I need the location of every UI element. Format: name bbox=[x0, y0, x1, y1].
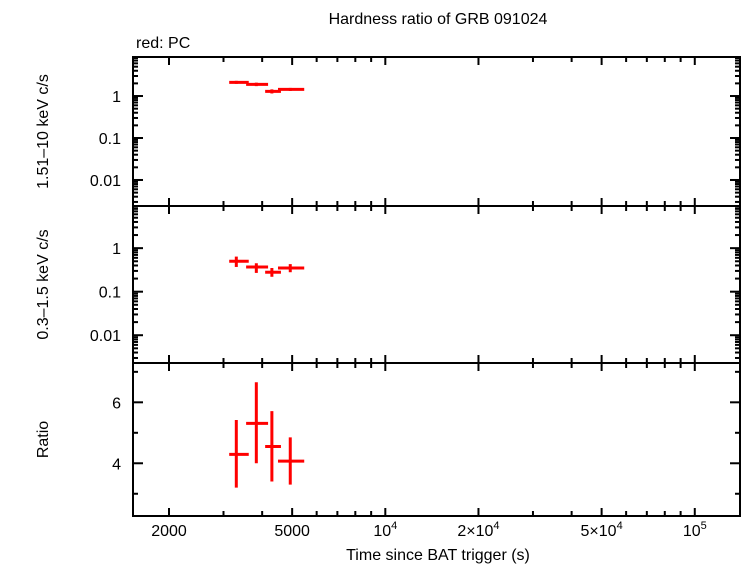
x-tick-label-exponent: 4 bbox=[493, 520, 499, 532]
x-tick-label: 2×104 bbox=[457, 520, 499, 540]
x-tick-label-text: 5000 bbox=[274, 523, 310, 540]
y-tick-label: 0.1 bbox=[99, 131, 121, 148]
x-tick-label: 2000 bbox=[151, 523, 187, 540]
y-tick-label: 1 bbox=[112, 241, 121, 258]
y-tick-label: 0.01 bbox=[90, 173, 121, 190]
x-tick-label-text: 5×10 bbox=[581, 523, 617, 540]
x-tick-label-text: 2000 bbox=[151, 523, 187, 540]
y-tick-label: 0.01 bbox=[90, 328, 121, 345]
legend-label: red: PC bbox=[136, 35, 190, 52]
y-axis-label-2: Ratio bbox=[35, 421, 52, 458]
x-tick-label-exponent: 4 bbox=[391, 520, 397, 532]
x-tick-label-text: 2×10 bbox=[457, 523, 493, 540]
panel-frame-1 bbox=[132, 205, 741, 364]
x-tick-label-exponent: 4 bbox=[617, 520, 623, 532]
y-tick-label: 0.1 bbox=[99, 285, 121, 302]
x-tick-label: 5000 bbox=[274, 523, 310, 540]
y-tick-label: 6 bbox=[112, 395, 121, 412]
x-tick-label-text: 10 bbox=[683, 523, 701, 540]
panel-frame-0 bbox=[132, 56, 741, 207]
y-axis-label-1: 0.3–1.5 keV c/s bbox=[35, 229, 52, 339]
chart-title: Hardness ratio of GRB 091024 bbox=[329, 11, 548, 28]
y-tick-label: 4 bbox=[112, 456, 121, 473]
x-tick-label-text: 10 bbox=[373, 523, 391, 540]
x-axis-label: Time since BAT trigger (s) bbox=[346, 547, 530, 564]
x-tick-label-exponent: 5 bbox=[701, 520, 707, 532]
x-tick-label: 105 bbox=[683, 520, 707, 540]
x-tick-label: 5×104 bbox=[581, 520, 623, 540]
y-tick-label: 1 bbox=[112, 89, 121, 106]
panel-frame-2 bbox=[132, 362, 741, 517]
x-tick-label: 104 bbox=[373, 520, 397, 540]
y-axis-label-0: 1.51–10 keV c/s bbox=[35, 74, 52, 189]
